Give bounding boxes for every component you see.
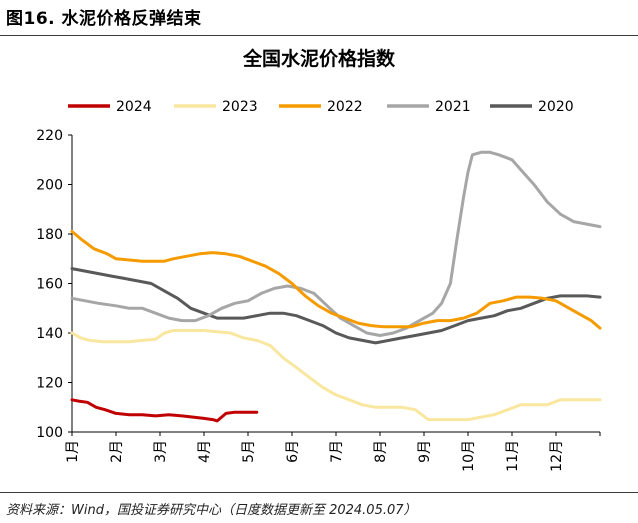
x-tick-label: 1月 (65, 440, 81, 463)
line-chart: 2024 2023 2022 2021 2020 100 120 140 160 180 200 22… (36, 99, 602, 472)
x-tick-label: 5月 (241, 440, 257, 463)
x-tick-label: 7月 (329, 440, 345, 463)
chart-title: 全国水泥价格指数 (242, 48, 395, 70)
x-tick-label: 12月 (549, 440, 565, 472)
x-tick-label: 10月 (461, 440, 477, 472)
x-tick-label: 6月 (285, 440, 301, 463)
series-line-2022 (70, 230, 602, 330)
series-line-2023 (70, 329, 602, 422)
y-tick-label: 140 (36, 326, 63, 342)
y-tick-label: 160 (36, 277, 63, 293)
header-rule (0, 35, 638, 36)
legend-label-2020: 2020 (538, 99, 574, 115)
series-line-2021 (70, 150, 602, 337)
legend-label-2024: 2024 (116, 99, 152, 115)
x-tick-label: 9月 (417, 440, 433, 463)
footer-rule (0, 492, 638, 493)
y-tick-label: 100 (36, 425, 63, 441)
x-tick-label: 4月 (197, 440, 213, 463)
x-tick-label: 11月 (505, 440, 521, 472)
source-note: 资料来源：Wind，国投证券研究中心（日度数据更新至 2024.05.07） (6, 503, 417, 518)
y-tick-label: 120 (36, 376, 63, 392)
y-tick-label: 220 (36, 128, 63, 144)
x-tick-label: 2月 (109, 440, 125, 463)
series-line-2020 (70, 267, 602, 345)
y-tick-label: 180 (36, 227, 63, 243)
x-tick-label: 8月 (373, 440, 389, 463)
figure-header: 图16. 水泥价格反弹结束 (0, 0, 638, 34)
legend-label-2023: 2023 (222, 99, 258, 115)
legend-label-2022: 2022 (327, 99, 363, 115)
figure-heading: 图16. 水泥价格反弹结束 (6, 9, 202, 29)
legend-label-2021: 2021 (435, 99, 471, 115)
y-tick-label: 200 (36, 178, 63, 194)
series-line-2024 (70, 398, 259, 423)
x-tick-label: 3月 (153, 440, 169, 463)
